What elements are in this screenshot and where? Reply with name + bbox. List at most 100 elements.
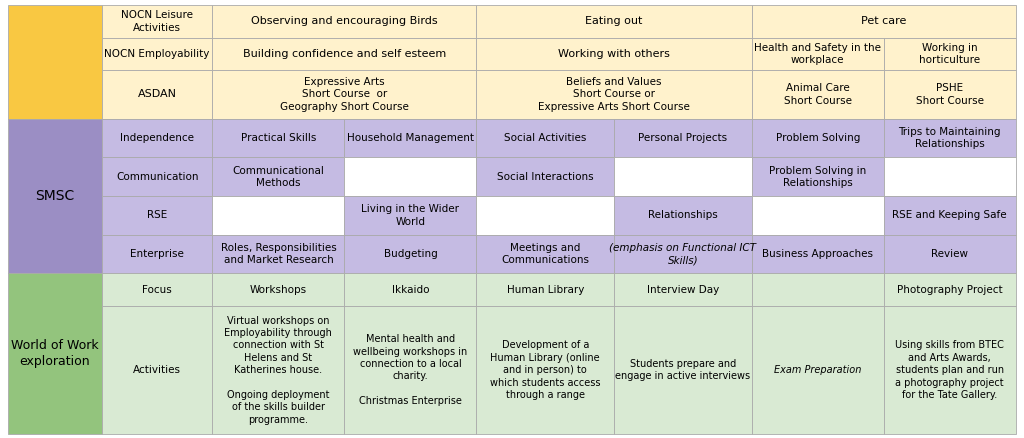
Bar	[101, 158, 212, 196]
Text: Problem Solving in
Relationships: Problem Solving in Relationships	[769, 166, 866, 188]
Bar	[752, 70, 884, 119]
Text: Interview Day: Interview Day	[647, 285, 719, 295]
Text: Expressive Arts
Short Course  or
Geography Short Course: Expressive Arts Short Course or Geograph…	[280, 77, 409, 112]
Bar	[614, 196, 752, 235]
Bar	[614, 306, 752, 434]
Text: Beliefs and Values
Short Course or
Expressive Arts Short Course: Beliefs and Values Short Course or Expre…	[539, 77, 690, 112]
Bar	[884, 273, 1016, 306]
Bar	[344, 119, 476, 158]
Bar	[101, 5, 212, 38]
Text: Roles, Responsibilities
and Market Research: Roles, Responsibilities and Market Resea…	[220, 243, 336, 265]
Text: Relationships: Relationships	[648, 210, 718, 220]
Bar	[212, 70, 476, 119]
Text: Meetings and
Communications: Meetings and Communications	[502, 243, 589, 265]
Bar	[212, 196, 344, 235]
Text: Photography Project: Photography Project	[897, 285, 1002, 295]
Bar	[752, 196, 884, 235]
Bar	[752, 158, 884, 196]
Text: Health and Safety in the
workplace: Health and Safety in the workplace	[755, 42, 882, 65]
Bar	[752, 306, 884, 434]
Bar	[476, 38, 752, 70]
Text: Practical Skills: Practical Skills	[241, 133, 316, 143]
Text: Personal Projects: Personal Projects	[638, 133, 727, 143]
Bar	[212, 119, 344, 158]
Bar	[884, 70, 1016, 119]
Bar	[614, 273, 752, 306]
Text: Exam Preparation: Exam Preparation	[774, 365, 861, 375]
Bar	[476, 5, 752, 38]
Bar	[884, 196, 1016, 235]
Bar	[344, 158, 476, 196]
Bar	[884, 158, 1016, 196]
Bar	[8, 273, 101, 434]
Text: NOCN Employability: NOCN Employability	[104, 49, 210, 59]
Bar	[752, 273, 884, 306]
Bar	[884, 119, 1016, 158]
Text: Mental health and
wellbeing workshops in
connection to a local
charity.

Christm: Mental health and wellbeing workshops in…	[353, 334, 468, 406]
Bar	[101, 235, 212, 273]
Bar	[101, 70, 212, 119]
Text: Social Interactions: Social Interactions	[497, 172, 594, 182]
Bar	[476, 158, 614, 196]
Text: RSE and Keeping Safe: RSE and Keeping Safe	[893, 210, 1008, 220]
Bar	[212, 158, 344, 196]
Bar	[884, 306, 1016, 434]
Text: NOCN Leisure
Activities: NOCN Leisure Activities	[121, 10, 194, 33]
Text: Enterprise: Enterprise	[130, 249, 184, 259]
Bar	[752, 119, 884, 158]
Text: Activities: Activities	[133, 365, 181, 375]
Text: Social Activities: Social Activities	[504, 133, 587, 143]
Bar	[344, 306, 476, 434]
Text: World of Work
exploration: World of Work exploration	[11, 339, 99, 368]
Bar	[212, 5, 476, 38]
Bar	[101, 196, 212, 235]
Text: Workshops: Workshops	[250, 285, 307, 295]
Bar	[614, 158, 752, 196]
Text: Observing and encouraging Birds: Observing and encouraging Birds	[251, 17, 437, 26]
Text: Communicational
Methods: Communicational Methods	[232, 166, 325, 188]
Text: Communication: Communication	[116, 172, 199, 182]
Text: Virtual workshops on
Employability through
connection with St
Helens and St
Kath: Virtual workshops on Employability throu…	[224, 315, 333, 425]
Bar	[212, 306, 344, 434]
Bar	[476, 70, 752, 119]
Text: Students prepare and
engage in active interviews: Students prepare and engage in active in…	[615, 359, 751, 381]
Text: Working with others: Working with others	[558, 49, 670, 59]
Bar	[8, 119, 101, 273]
Bar	[101, 38, 212, 70]
Bar	[884, 235, 1016, 273]
Text: Trips to Maintaining
Relationships: Trips to Maintaining Relationships	[898, 127, 1001, 149]
Bar	[476, 306, 614, 434]
Bar	[476, 119, 614, 158]
Bar	[101, 119, 212, 158]
Bar	[344, 273, 476, 306]
Text: Human Library: Human Library	[507, 285, 584, 295]
Bar	[344, 235, 476, 273]
Bar	[101, 306, 212, 434]
Bar	[212, 235, 344, 273]
Bar	[752, 235, 884, 273]
Text: Using skills from BTEC
and Arts Awards,
students plan and run
a photography proj: Using skills from BTEC and Arts Awards, …	[895, 340, 1005, 400]
Bar	[614, 119, 752, 158]
Text: SMSC: SMSC	[36, 189, 75, 203]
Text: Household Management: Household Management	[347, 133, 474, 143]
Bar	[752, 38, 884, 70]
Bar	[476, 273, 614, 306]
Bar	[752, 5, 1016, 38]
Text: Business Approaches: Business Approaches	[762, 249, 873, 259]
Text: Working in
horticulture: Working in horticulture	[920, 42, 980, 65]
Text: Eating out: Eating out	[586, 17, 643, 26]
Text: Ikkaido: Ikkaido	[392, 285, 429, 295]
Bar	[212, 38, 476, 70]
Text: Problem Solving: Problem Solving	[775, 133, 860, 143]
Text: Independence: Independence	[120, 133, 195, 143]
Bar	[344, 196, 476, 235]
Bar	[8, 5, 101, 119]
Text: Review: Review	[931, 249, 969, 259]
Bar	[212, 273, 344, 306]
Bar	[476, 196, 614, 235]
Text: PSHE
Short Course: PSHE Short Course	[915, 83, 984, 106]
Bar	[476, 235, 614, 273]
Text: Animal Care
Short Course: Animal Care Short Course	[783, 83, 852, 106]
Text: Development of a
Human Library (online
and in person) to
which students access
t: Development of a Human Library (online a…	[490, 340, 600, 400]
Bar	[614, 235, 752, 273]
